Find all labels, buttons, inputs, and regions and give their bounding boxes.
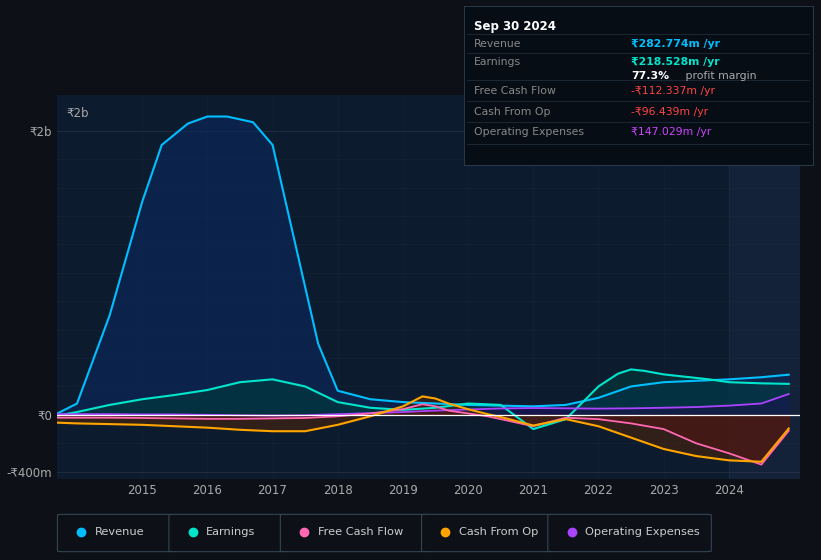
Text: Cash From Op: Cash From Op: [475, 107, 551, 116]
Text: profit margin: profit margin: [682, 71, 756, 81]
Text: Free Cash Flow: Free Cash Flow: [475, 86, 556, 96]
Text: Operating Expenses: Operating Expenses: [475, 128, 585, 138]
FancyBboxPatch shape: [548, 514, 711, 552]
Text: -₹112.337m /yr: -₹112.337m /yr: [631, 86, 715, 96]
Bar: [729, 95, 800, 479]
Text: Revenue: Revenue: [94, 527, 144, 537]
FancyBboxPatch shape: [281, 514, 429, 552]
Text: Operating Expenses: Operating Expenses: [585, 527, 699, 537]
Text: -₹96.439m /yr: -₹96.439m /yr: [631, 107, 709, 116]
FancyBboxPatch shape: [421, 514, 555, 552]
FancyBboxPatch shape: [57, 514, 177, 552]
Text: Free Cash Flow: Free Cash Flow: [318, 527, 403, 537]
Text: Sep 30 2024: Sep 30 2024: [475, 20, 557, 33]
FancyBboxPatch shape: [169, 514, 288, 552]
Text: Earnings: Earnings: [475, 57, 521, 67]
Text: ₹218.528m /yr: ₹218.528m /yr: [631, 57, 720, 67]
Text: Revenue: Revenue: [475, 39, 522, 49]
Text: ₹282.774m /yr: ₹282.774m /yr: [631, 39, 720, 49]
Text: ₹147.029m /yr: ₹147.029m /yr: [631, 128, 712, 138]
Text: ₹2b: ₹2b: [67, 107, 89, 120]
Text: 77.3%: 77.3%: [631, 71, 669, 81]
Text: Cash From Op: Cash From Op: [459, 527, 538, 537]
Text: Earnings: Earnings: [206, 527, 255, 537]
